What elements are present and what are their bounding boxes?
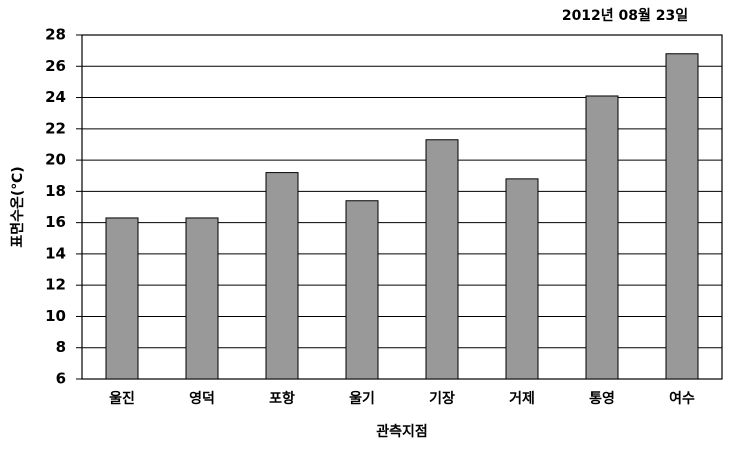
y-tick-label: 24 xyxy=(45,88,66,106)
y-tick-label: 28 xyxy=(45,26,66,44)
y-tick-label: 18 xyxy=(45,182,66,200)
y-tick-label: 14 xyxy=(45,244,66,262)
y-tick-label: 12 xyxy=(45,276,66,294)
x-tick-label: 기장 xyxy=(429,390,455,407)
bar xyxy=(345,200,379,380)
x-axis-label: 관측지점 xyxy=(376,423,428,440)
bar xyxy=(185,217,219,380)
y-tick-label: 10 xyxy=(45,307,66,325)
bar xyxy=(425,139,459,380)
bar xyxy=(665,53,699,380)
y-tick-label: 8 xyxy=(56,338,66,356)
y-tick-label: 22 xyxy=(45,119,66,137)
y-axis-label: 표면수온(℃) xyxy=(9,166,26,247)
x-tick-label: 포항 xyxy=(269,390,295,407)
x-tick-label: 여수 xyxy=(669,390,695,407)
x-tick-label: 울기 xyxy=(349,390,375,407)
bar xyxy=(265,172,299,380)
bar xyxy=(585,95,619,380)
x-tick-label: 거제 xyxy=(509,391,535,407)
bar xyxy=(105,217,139,380)
chart-title: 2012년 08월 23일 xyxy=(562,7,688,24)
y-tick-label: 26 xyxy=(45,57,66,75)
y-tick-label: 20 xyxy=(45,151,66,169)
y-tick-label: 16 xyxy=(45,213,66,231)
x-tick-label: 울진 xyxy=(109,390,135,407)
x-tick-label: 영덕 xyxy=(189,390,215,407)
y-tick-label: 6 xyxy=(56,370,66,388)
plot-frame xyxy=(81,34,723,380)
x-tick-label: 통영 xyxy=(589,390,615,407)
bar xyxy=(505,178,539,380)
